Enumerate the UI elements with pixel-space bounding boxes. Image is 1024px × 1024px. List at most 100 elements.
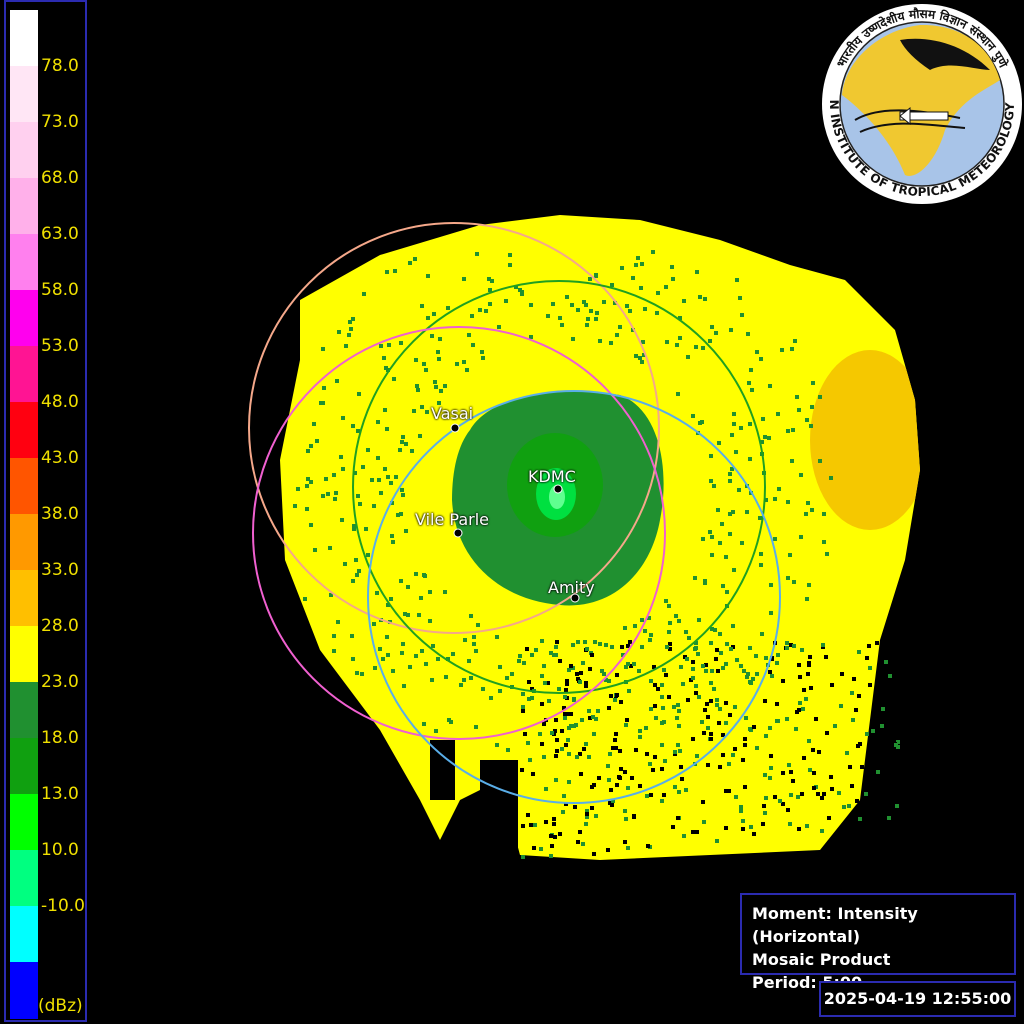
station-marker-amity[interactable] [570, 593, 580, 603]
echo-speckle-cell [608, 752, 612, 756]
echo-speckle-cell [786, 429, 790, 433]
echo-speckle-cell [305, 484, 309, 488]
echo-speckle-cell [549, 651, 553, 655]
echo-speckle-cell [525, 647, 529, 651]
echo-speckle-cell [403, 612, 407, 616]
echo-speckle-cell [328, 546, 332, 550]
echo-speckle-cell [848, 765, 852, 769]
echo-speckle-cell [885, 774, 889, 778]
echo-speckle-cell [718, 541, 722, 545]
echo-speckle-cell [770, 674, 774, 678]
echo-speckle-cell [660, 767, 664, 771]
echo-speckle-cell [664, 285, 668, 289]
echo-speckle-cell [521, 824, 525, 828]
echo-speckle-cell [394, 475, 398, 479]
echo-speckle-cell [739, 805, 743, 809]
echo-speckle-cell [623, 770, 627, 774]
echo-speckle-cell [746, 332, 750, 336]
echo-speckle-cell [642, 353, 646, 357]
echo-speckle-cell [447, 718, 451, 722]
echo-speckle-cell [810, 508, 814, 512]
echo-speckle-cell [694, 646, 698, 650]
echo-speckle-cell [398, 448, 402, 452]
echo-speckle-cell [357, 392, 361, 396]
echo-speckle-cell [721, 666, 725, 670]
echo-speckle-cell [560, 747, 564, 751]
station-marker-vasai[interactable] [450, 423, 460, 433]
echo-speckle-cell [462, 678, 466, 682]
echo-speckle-cell [389, 597, 393, 601]
colorbar-tick-label: 63.0 [41, 224, 79, 244]
echo-speckle-cell [701, 800, 705, 804]
echo-speckle-cell [399, 579, 403, 583]
echo-speckle-cell [565, 295, 569, 299]
echo-speckle-cell [807, 663, 811, 667]
echo-speckle-cell [542, 755, 546, 759]
echo-speckle-cell [498, 665, 502, 669]
echo-speckle-cell [296, 487, 300, 491]
echo-speckle-cell [543, 681, 547, 685]
echo-speckle-cell [729, 647, 733, 651]
echo-speckle-cell [820, 829, 824, 833]
echo-speckle-cell [812, 786, 816, 790]
product-info-box: Moment: Intensity (Horizontal) Mosaic Pr… [740, 893, 1016, 992]
echo-speckle-cell [651, 250, 655, 254]
echo-speckle-cell [508, 263, 512, 267]
echo-speckle-cell [558, 659, 562, 663]
echo-speckle-cell [881, 707, 885, 711]
echo-speckle-cell [667, 695, 671, 699]
echo-speckle-cell [378, 647, 382, 651]
echo-speckle-cell [504, 299, 508, 303]
echo-speckle-cell [393, 269, 397, 273]
echo-speckle-cell [697, 618, 701, 622]
echo-speckle-cell [590, 653, 594, 657]
echo-speckle-cell [708, 339, 712, 343]
echo-speckle-cell [529, 335, 533, 339]
echo-speckle-cell [734, 450, 738, 454]
echo-speckle-cell [385, 427, 389, 431]
echo-speckle-cell [792, 580, 796, 584]
echo-speckle-cell [423, 574, 427, 578]
echo-speckle-cell [781, 771, 785, 775]
echo-speckle-cell [660, 743, 664, 747]
echo-speckle-cell [845, 751, 849, 755]
station-marker-kdmc[interactable] [553, 484, 563, 494]
echo-speckle-cell [704, 663, 708, 667]
echo-speckle-cell [562, 794, 566, 798]
echo-speckle-cell [745, 675, 749, 679]
echo-edge-band [810, 350, 920, 530]
echo-speckle-cell [713, 628, 717, 632]
echo-speckle-cell [857, 694, 861, 698]
echo-speckle-cell [518, 654, 522, 658]
echo-speckle-cell [549, 854, 553, 858]
echo-speckle-cell [701, 537, 705, 541]
echo-speckle-cell [671, 277, 675, 281]
echo-speckle-cell [829, 476, 833, 480]
echo-speckle-cell [623, 809, 627, 813]
echo-speckle-cell [348, 320, 352, 324]
echo-speckle-cell [817, 750, 821, 754]
echo-speckle-cell [488, 288, 492, 292]
echo-speckle-cell [487, 277, 491, 281]
echo-speckle-cell [585, 809, 589, 813]
station-marker-vile-parle[interactable] [453, 528, 463, 538]
echo-speckle-cell [865, 656, 869, 660]
echo-speckle-cell [825, 552, 829, 556]
echo-speckle-cell [896, 740, 900, 744]
echo-speckle-cell [759, 552, 763, 556]
echo-speckle-cell [401, 435, 405, 439]
echo-speckle-cell [867, 644, 871, 648]
echo-speckle-cell [594, 814, 598, 818]
echo-speckle-cell [709, 732, 713, 736]
echo-speckle-cell [725, 590, 729, 594]
echo-speckle-cell [695, 270, 699, 274]
echo-speckle-cell [648, 762, 652, 766]
echo-speckle-cell [798, 701, 802, 705]
echo-speckle-cell [481, 687, 485, 691]
echo-speckle-cell [529, 823, 533, 827]
echo-speckle-cell [533, 823, 537, 827]
echo-speckle-cell [724, 555, 728, 559]
echo-speckle-cell [585, 815, 589, 819]
echo-speckle-cell [833, 724, 837, 728]
echo-speckle-cell [759, 563, 763, 567]
